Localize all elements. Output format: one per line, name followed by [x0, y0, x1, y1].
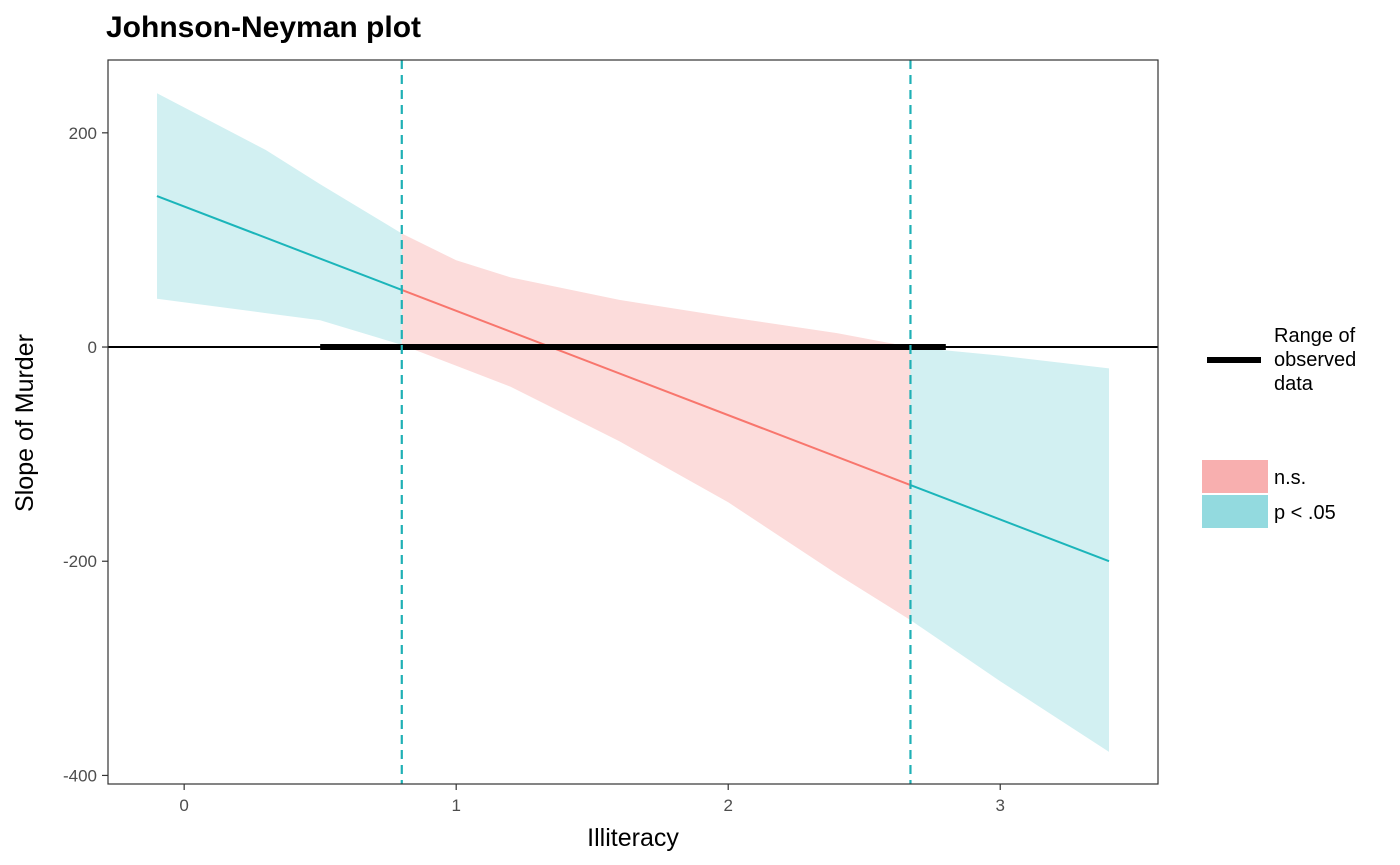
x-axis-title: Illiteracy: [587, 824, 679, 852]
legend: Range of observed data n.s. p < .05: [1202, 325, 1356, 528]
significant-band-right: [910, 347, 1109, 752]
plot-panel-border: [107, 59, 1159, 785]
slope-line-significant-right: [910, 484, 1110, 563]
y-tick-label: -400: [63, 766, 97, 785]
legend-key-ns: [1202, 460, 1268, 493]
ns-band: [401, 233, 911, 621]
y-tick-label: 0: [88, 338, 97, 357]
slope-line-significant-left: [156, 195, 403, 291]
x-tick-label: 2: [723, 796, 732, 815]
slope-line-ns: [401, 288, 911, 486]
significant-band-left: [157, 93, 402, 345]
x-tick-label: 0: [179, 796, 188, 815]
x-tick-label: 3: [995, 796, 1004, 815]
legend-label-significant: p < .05: [1274, 502, 1336, 524]
legend-key-significant: [1202, 495, 1268, 528]
axes: -400 -200 0 200 0 1 2 3: [63, 59, 1159, 815]
y-tick-label: 200: [69, 124, 97, 143]
x-tick-label: 1: [451, 796, 460, 815]
legend-label-ns: n.s.: [1274, 467, 1306, 489]
chart-title: Johnson-Neyman plot: [106, 11, 421, 44]
plot-area: [108, 60, 1158, 784]
y-tick-label: -200: [63, 552, 97, 571]
y-axis-title: Slope of Murder: [11, 334, 39, 512]
legend-observed-range-label: Range of observed data: [1274, 325, 1356, 395]
